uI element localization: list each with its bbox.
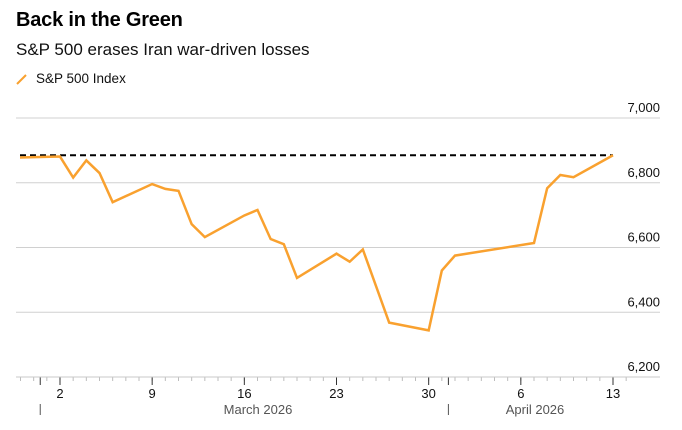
series-group [19,154,614,332]
chart-subtitle: S&P 500 erases Iran war-driven losses [16,40,310,59]
legend: S&P 500 Index [16,71,126,86]
y-tick-label: 6,600 [627,230,660,245]
x-tick-label: 9 [149,386,156,401]
y-axis: 6,200 6,400 6,600 6,800 7,000 [627,100,660,374]
y-tick-label: 6,800 [627,165,660,180]
legend-label: S&P 500 Index [36,71,126,86]
series-line [19,154,614,332]
legend-line-icon [16,72,28,86]
month-label: April 2026 [506,402,565,417]
y-tick-label: 7,000 [627,100,660,115]
x-axis: 2 9 16 23 30 6 13 March 2026 April 2026 [16,376,660,417]
x-tick-label: 6 [517,386,524,401]
x-tick-label: 2 [56,386,63,401]
gridlines [16,117,660,378]
month-label: March 2026 [224,402,293,417]
x-tick-label: 13 [606,386,620,401]
chart-title: Back in the Green [16,9,183,31]
x-tick-label: 23 [329,386,343,401]
x-tick-label: 16 [237,386,251,401]
y-tick-label: 6,200 [627,359,660,374]
y-tick-label: 6,400 [627,294,660,309]
x-tick-label: 30 [421,386,435,401]
